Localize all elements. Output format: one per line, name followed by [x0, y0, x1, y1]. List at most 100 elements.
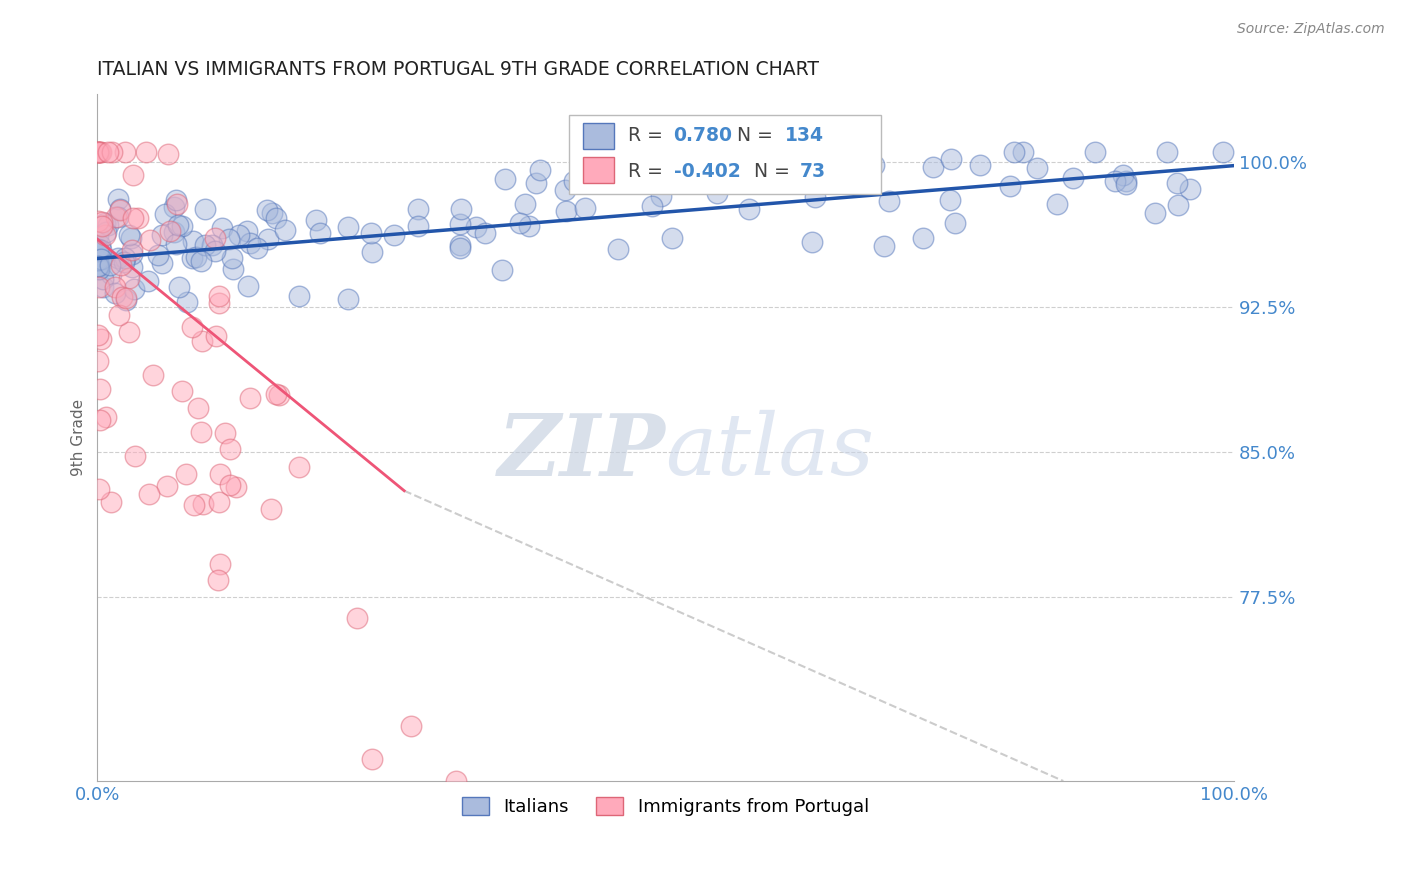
Point [87, 244, 110, 258]
Point [939, 193, 962, 207]
Point [361, 751, 384, 765]
Point [94, 216, 117, 230]
Point [641, 199, 664, 213]
Point [239, 391, 262, 405]
Point [444, 774, 467, 789]
Point [89, 280, 111, 294]
Point [142, 368, 165, 382]
Point [118, 228, 141, 243]
Point [208, 296, 231, 310]
Point [165, 236, 187, 251]
Point [108, 202, 131, 217]
Point [87, 259, 110, 273]
Point [90, 145, 112, 160]
Text: N =: N = [754, 162, 796, 181]
Point [87, 242, 110, 256]
Point [104, 285, 127, 300]
Point [208, 495, 231, 509]
Point [225, 479, 247, 493]
Text: ZIP: ZIP [498, 409, 665, 493]
Point [214, 426, 236, 441]
Point [136, 274, 159, 288]
Point [474, 226, 496, 240]
Text: R =: R = [628, 127, 669, 145]
Point [87, 328, 110, 343]
Point [406, 219, 429, 234]
Point [97, 218, 120, 232]
Point [90, 332, 112, 346]
Point [706, 186, 728, 201]
Point [288, 460, 311, 475]
Point [120, 231, 142, 245]
FancyBboxPatch shape [569, 115, 882, 194]
Point [89, 259, 111, 273]
Point [1112, 169, 1135, 183]
Point [190, 425, 212, 439]
Point [201, 238, 224, 252]
Point [336, 219, 359, 234]
Point [89, 413, 111, 427]
Point [166, 197, 188, 211]
Legend: Italians, Immigrants from Portugal: Italians, Immigrants from Portugal [456, 789, 876, 823]
Point [87, 244, 110, 258]
Point [89, 261, 111, 276]
Point [1166, 176, 1188, 190]
Point [304, 212, 326, 227]
Point [260, 206, 283, 220]
Point [607, 243, 630, 257]
Point [969, 158, 991, 172]
Point [100, 267, 122, 281]
Point [108, 202, 131, 216]
Point [87, 214, 110, 228]
Point [218, 232, 240, 246]
Point [121, 243, 143, 257]
Point [661, 231, 683, 245]
Point [91, 214, 114, 228]
Point [1178, 182, 1201, 196]
Point [274, 223, 297, 237]
Point [204, 231, 226, 245]
Point [236, 278, 259, 293]
Point [104, 279, 127, 293]
Bar [582, 123, 614, 149]
Point [150, 227, 173, 242]
Point [176, 294, 198, 309]
Point [211, 221, 233, 235]
Point [515, 197, 537, 211]
Point [266, 211, 288, 226]
Point [104, 210, 127, 224]
Point [1115, 178, 1137, 192]
Point [190, 334, 212, 349]
Point [138, 486, 160, 500]
Point [911, 231, 934, 245]
Point [181, 319, 204, 334]
Point [209, 467, 232, 481]
Point [190, 254, 212, 268]
Point [228, 227, 250, 242]
Point [89, 238, 111, 252]
Point [801, 235, 824, 250]
Point [90, 244, 112, 258]
Point [449, 237, 471, 252]
Point [257, 231, 280, 245]
Point [401, 718, 423, 732]
Point [89, 382, 111, 396]
Point [181, 251, 204, 265]
Point [862, 158, 884, 172]
Point [1062, 170, 1084, 185]
Point [87, 353, 110, 368]
Point [382, 227, 405, 242]
Point [127, 211, 149, 225]
Point [191, 498, 214, 512]
Bar [582, 157, 614, 184]
Point [650, 189, 672, 203]
Point [529, 162, 551, 177]
Point [108, 308, 131, 322]
Point [360, 227, 382, 241]
Point [87, 259, 110, 273]
Text: 0.780: 0.780 [673, 127, 733, 145]
Point [1012, 145, 1035, 160]
Point [449, 217, 471, 231]
Point [648, 174, 671, 188]
Point [89, 483, 111, 497]
